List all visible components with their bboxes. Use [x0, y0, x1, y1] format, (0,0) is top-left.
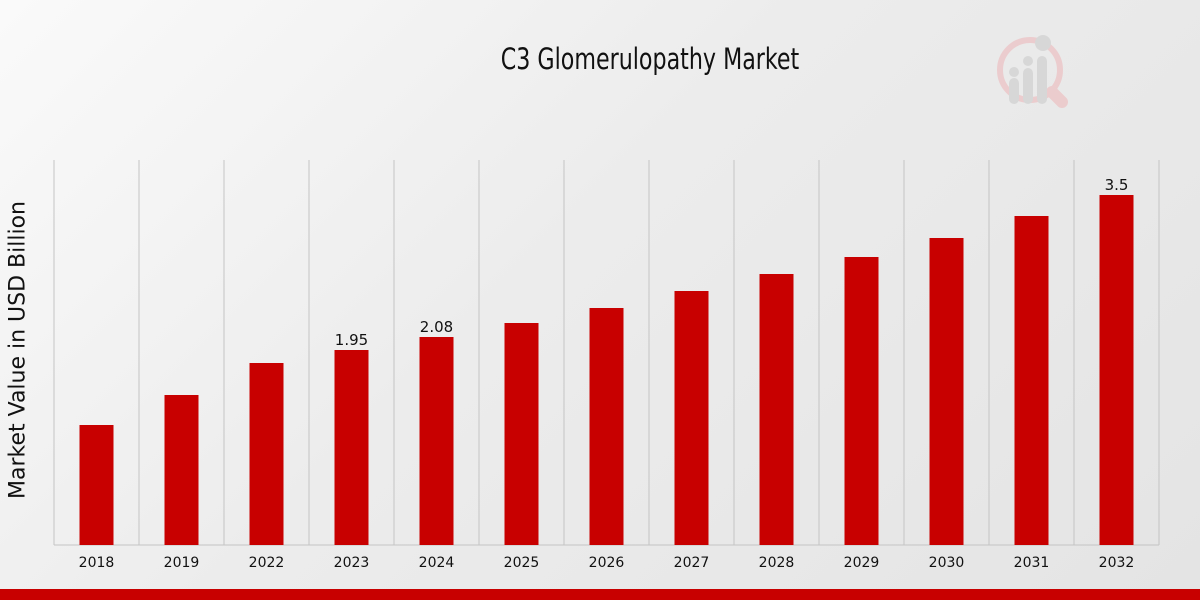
x-tick-label: 2029 [844, 555, 880, 571]
x-tick-label: 2023 [334, 555, 370, 571]
x-tick-label: 2031 [1014, 555, 1050, 571]
bar-2029 [844, 257, 879, 545]
x-tick-label: 2018 [79, 555, 115, 571]
data-label: 2.08 [420, 318, 453, 336]
bar-2027 [674, 291, 709, 545]
x-tick-label: 2028 [759, 555, 795, 571]
bar-2030 [929, 238, 964, 545]
data-label: 3.5 [1105, 176, 1129, 194]
bottom-accent-bar [0, 589, 1200, 600]
bar-2031 [1014, 216, 1049, 545]
bar-2023 [334, 350, 369, 545]
data-label: 1.95 [335, 331, 368, 349]
chart-title: C3 Glomerulopathy Market [500, 42, 800, 76]
x-tick-label: 2024 [419, 555, 455, 571]
x-tick-label: 2022 [249, 555, 285, 571]
x-tick-label: 2032 [1099, 555, 1135, 571]
x-tick-label: 2030 [929, 555, 965, 571]
bar-2022 [249, 363, 284, 545]
x-tick-label: 2019 [164, 555, 200, 571]
x-tick-label: 2026 [589, 555, 625, 571]
bar-2024 [419, 337, 454, 545]
bar-2018 [79, 425, 114, 545]
bar-2028 [759, 274, 794, 545]
bar-2026 [589, 308, 624, 545]
bar-2032 [1099, 195, 1134, 545]
x-tick-label: 2025 [504, 555, 540, 571]
x-tick-label: 2027 [674, 555, 710, 571]
bar-2019 [164, 395, 199, 545]
bar-2025 [504, 323, 539, 545]
